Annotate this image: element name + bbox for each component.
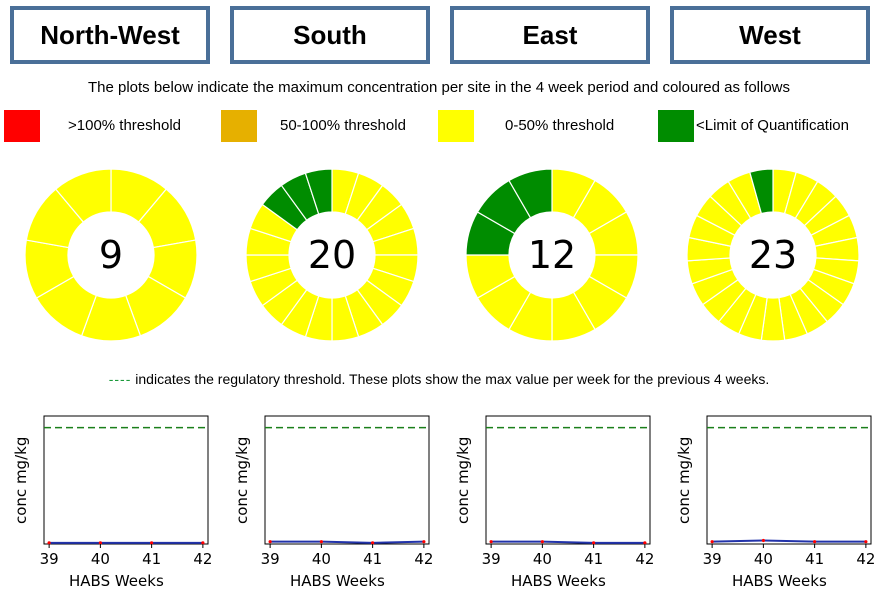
line-plot-south: conc mg/kg 39 40 41 42 HABS Weeks [221, 406, 435, 594]
data-point [761, 538, 765, 543]
x-tick-label: 39 [261, 550, 280, 568]
x-tick-label: 39 [703, 550, 722, 568]
series-line [712, 539, 866, 543]
donut-chart-north-west [24, 168, 198, 342]
data-point [592, 541, 596, 545]
x-tick-label: 41 [142, 550, 161, 568]
region-name: West [739, 19, 801, 50]
x-tick-label: 39 [482, 550, 501, 568]
region-name: South [293, 19, 367, 50]
x-tick-label: 40 [312, 550, 331, 568]
region-name: East [522, 19, 578, 50]
threshold-dash-symbol: ---- [108, 371, 132, 387]
region-name: North-West [40, 19, 180, 50]
data-point [710, 540, 714, 544]
data-point [98, 541, 102, 545]
y-axis-label: conc mg/kg [12, 436, 30, 524]
line-plot-east: conc mg/kg 39 40 41 42 HABS Weeks [442, 406, 656, 594]
data-point [489, 540, 493, 544]
region-tab-north-west[interactable]: North-West [10, 6, 210, 64]
x-tick-label: 41 [584, 550, 603, 568]
y-axis-label: conc mg/kg [675, 436, 693, 524]
x-axis-label: HABS Weeks [732, 572, 827, 590]
x-tick-label: 41 [363, 550, 382, 568]
x-tick-label: 42 [414, 550, 433, 568]
x-axis-label: HABS Weeks [511, 572, 606, 590]
x-tick-label: 39 [40, 550, 59, 568]
threshold-note: ---- indicates the regulatory threshold.… [0, 371, 878, 387]
legend-swatch-0-50 [438, 110, 474, 142]
x-tick-label: 41 [805, 550, 824, 568]
x-tick-label: 42 [635, 550, 654, 568]
data-point [371, 541, 375, 545]
legend-swatch-loq [658, 110, 694, 142]
x-tick-label: 42 [856, 550, 875, 568]
legend-swatch-50-100 [221, 110, 257, 142]
donut-segment [749, 168, 774, 215]
plot-frame [485, 415, 651, 545]
region-tab-east[interactable]: East [450, 6, 650, 64]
legend-label: >100% threshold [68, 117, 181, 134]
line-plot-svg: 39 40 41 42 [703, 415, 875, 568]
legend-label: <Limit of Quantification [696, 117, 849, 134]
region-tab-west[interactable]: West [670, 6, 870, 64]
line-plot-north-west: conc mg/kg 39 40 41 42 HABS Weeks [0, 406, 214, 594]
legend-label: 0-50% threshold [505, 117, 615, 134]
x-tick-label: 40 [91, 550, 110, 568]
plot-frame [706, 415, 872, 545]
data-point [201, 541, 205, 545]
line-plot-svg: 39 40 41 42 [40, 415, 212, 568]
line-plot-svg: 39 40 41 42 [482, 415, 654, 568]
donut-chart-south [245, 168, 419, 342]
intro-text: The plots below indicate the maximum con… [87, 79, 791, 96]
x-tick-label: 40 [533, 550, 552, 568]
data-point [150, 541, 154, 545]
donut-segment [508, 168, 553, 219]
data-point [864, 540, 868, 544]
y-axis-label: conc mg/kg [233, 436, 251, 524]
series-line [491, 540, 645, 544]
data-point [47, 541, 51, 545]
plot-frame [43, 415, 209, 545]
data-point [643, 541, 647, 545]
donut-chart-west [686, 168, 860, 342]
legend-swatch-over-threshold [4, 110, 40, 142]
data-point [540, 540, 544, 544]
line-plot-svg: 39 40 41 42 [261, 415, 433, 568]
plot-frame [264, 415, 430, 545]
donut-segment [54, 168, 112, 223]
data-point [319, 540, 323, 544]
y-axis-label: conc mg/kg [454, 436, 472, 524]
x-tick-label: 42 [193, 550, 212, 568]
x-axis-label: HABS Weeks [69, 572, 164, 590]
donut-chart-east [465, 168, 639, 342]
series-line [270, 540, 424, 544]
line-plot-west: conc mg/kg 39 40 41 42 HABS Weeks [663, 406, 877, 594]
threshold-note-text: indicates the regulatory threshold. Thes… [131, 371, 770, 387]
donut-segment [304, 168, 333, 215]
x-axis-label: HABS Weeks [290, 572, 385, 590]
data-point [813, 540, 817, 544]
region-tab-south[interactable]: South [230, 6, 430, 64]
data-point [422, 540, 426, 544]
data-point [268, 540, 272, 544]
legend-label: 50-100% threshold [280, 117, 406, 134]
x-tick-label: 40 [754, 550, 773, 568]
